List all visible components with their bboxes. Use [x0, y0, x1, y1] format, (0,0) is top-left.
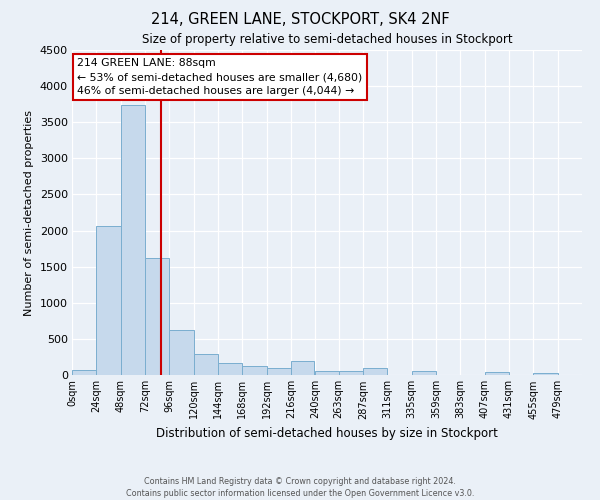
Bar: [363, 368, 387, 375]
Bar: [169, 330, 194, 375]
Y-axis label: Number of semi-detached properties: Number of semi-detached properties: [24, 110, 34, 316]
Bar: [412, 372, 436, 375]
Bar: [533, 373, 557, 375]
Bar: [291, 360, 314, 375]
Bar: [145, 258, 169, 375]
X-axis label: Distribution of semi-detached houses by size in Stockport: Distribution of semi-detached houses by …: [156, 427, 498, 440]
Bar: [97, 226, 121, 375]
Text: 214, GREEN LANE, STOCKPORT, SK4 2NF: 214, GREEN LANE, STOCKPORT, SK4 2NF: [151, 12, 449, 28]
Bar: [316, 370, 340, 375]
Bar: [194, 354, 218, 375]
Bar: [121, 105, 145, 375]
Title: Size of property relative to semi-detached houses in Stockport: Size of property relative to semi-detach…: [142, 33, 512, 46]
Bar: [218, 362, 242, 375]
Bar: [267, 368, 291, 375]
Bar: [339, 371, 363, 375]
Text: Contains HM Land Registry data © Crown copyright and database right 2024.
Contai: Contains HM Land Registry data © Crown c…: [126, 476, 474, 498]
Bar: [485, 372, 509, 375]
Text: 214 GREEN LANE: 88sqm
← 53% of semi-detached houses are smaller (4,680)
46% of s: 214 GREEN LANE: 88sqm ← 53% of semi-deta…: [77, 58, 362, 96]
Bar: [72, 370, 96, 375]
Bar: [242, 366, 266, 375]
